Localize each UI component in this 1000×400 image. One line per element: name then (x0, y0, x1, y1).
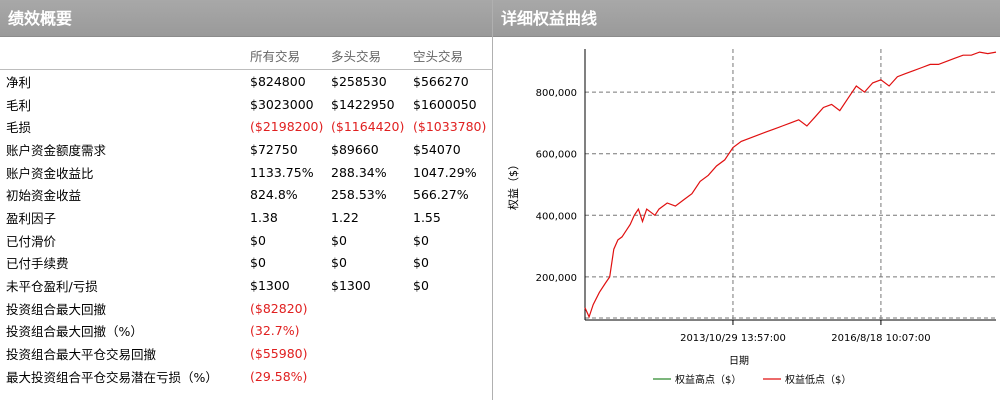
metric-value: 1047.29% (413, 164, 477, 180)
metric-value: $3023000 (250, 96, 314, 112)
y-tick-label: 800,000 (536, 88, 577, 99)
metric-value (413, 365, 493, 388)
metric-value: 1.55 (413, 209, 441, 225)
metric-value: $566270 (413, 73, 469, 89)
metric-value (413, 297, 493, 320)
equity-curve-panel: 详细权益曲线 200,000 400,000 600,000 800,000 2013/… (493, 0, 1000, 400)
table-row: 已付滑价 $0 $0 $0 (0, 229, 493, 252)
metric-label: 已付滑价 (6, 233, 57, 249)
metric-label: 已付手续费 (6, 256, 69, 272)
column-header-long-trades: 多头交易 (331, 42, 413, 70)
metric-label: 初始资金收益 (6, 188, 82, 204)
metric-label: 账户资金收益比 (6, 165, 94, 181)
equity-low-series-line (584, 51, 997, 319)
metric-value: $0 (331, 232, 347, 248)
metric-value: 1.22 (331, 209, 359, 225)
metric-label: 投资组合最大回撤（%） (6, 324, 143, 340)
label-column-header (0, 42, 250, 70)
metric-value: $0 (331, 255, 347, 271)
metric-value: $72750 (250, 141, 298, 157)
metric-value: ($2198200) (250, 119, 324, 135)
metric-value: $89660 (331, 141, 379, 157)
y-tick-label: 400,000 (536, 211, 577, 222)
metric-label: 毛利 (6, 97, 32, 113)
metric-value (331, 342, 413, 365)
table-row: 投资组合最大平仓交易回撤 ($55980) (0, 342, 493, 365)
table-row: 毛利 $3023000 $1422950 $1600050 (0, 93, 493, 116)
table-row: 初始资金收益 824.8% 258.53% 566.27% (0, 183, 493, 206)
table-row: 投资组合最大回撤 ($82820) (0, 297, 493, 320)
table-row: 账户资金收益比 1133.75% 288.34% 1047.29% (0, 161, 493, 184)
metric-value: 824.8% (250, 187, 298, 203)
metric-value (413, 320, 493, 343)
performance-summary-panel: 绩效概要 所有交易 多头交易 空头交易 净利 $824800 $258530 $566… (0, 0, 493, 400)
table-header-row: 所有交易 多头交易 空头交易 (0, 42, 493, 70)
metric-label: 净利 (6, 74, 32, 90)
x-tick-label: 2013/10/29 13:57:00 (680, 333, 786, 344)
metric-value: $0 (250, 255, 266, 271)
metric-value: 258.53% (331, 187, 387, 203)
column-header-short-trades: 空头交易 (413, 42, 493, 70)
table-row: 盈利因子 1.38 1.22 1.55 (0, 206, 493, 229)
table-row: 投资组合最大回撤（%） (32.7%) (0, 320, 493, 343)
table-row: 最大投资组合平仓交易潜在亏损（%） (29.58%) (0, 365, 493, 388)
metric-value: $54070 (413, 141, 461, 157)
performance-summary-table: 所有交易 多头交易 空头交易 净利 $824800 $258530 $566270 毛利… (0, 42, 493, 388)
metric-value: ($82820) (250, 300, 308, 316)
y-axis-label: 权益（$） (506, 159, 520, 210)
metric-value: (29.58%) (250, 368, 308, 384)
metric-value (331, 297, 413, 320)
table-row: 未平仓盈利/亏损 $1300 $1300 $0 (0, 274, 493, 297)
metric-value: $1422950 (331, 96, 395, 112)
table-row: 净利 $824800 $258530 $566270 (0, 70, 493, 93)
legend-label-equity-high: 权益高点（$） (675, 373, 741, 386)
equity-curve-chart: 200,000 400,000 600,000 800,000 2013/10/29 1… (506, 49, 997, 386)
metric-value: $258530 (331, 73, 387, 89)
metric-value (413, 342, 493, 365)
metric-value: ($1033780) (413, 119, 487, 135)
y-tick-label: 200,000 (536, 273, 577, 284)
metric-value: 1133.75% (250, 164, 314, 180)
metric-value (331, 365, 413, 388)
table-row: 已付手续费 $0 $0 $0 (0, 252, 493, 275)
equity-curve-title: 详细权益曲线 (493, 0, 1000, 37)
metric-value: ($55980) (250, 346, 308, 362)
legend-label-equity-low: 权益低点（$） (785, 373, 851, 386)
metric-label: 投资组合最大回撤 (6, 301, 107, 317)
metric-value (331, 320, 413, 343)
metric-value: 1.38 (250, 209, 278, 225)
metric-label: 盈利因子 (6, 210, 57, 226)
metric-value: (32.7%) (250, 323, 300, 339)
metric-label: 最大投资组合平仓交易潜在亏损（%） (6, 369, 218, 385)
metric-label: 毛损 (6, 120, 32, 136)
metric-value: $0 (413, 232, 429, 248)
metric-value: $1300 (250, 278, 290, 294)
metric-value: $824800 (250, 73, 306, 89)
table-row: 毛损 ($2198200) ($1164420) ($1033780) (0, 115, 493, 138)
table-row: 账户资金额度需求 $72750 $89660 $54070 (0, 138, 493, 161)
y-tick-label: 600,000 (536, 150, 577, 161)
metric-label: 未平仓盈利/亏损 (6, 279, 98, 295)
metric-value: 566.27% (413, 187, 469, 203)
summary-table-body: 净利 $824800 $258530 $566270 毛利 $3023000 $142295… (0, 70, 493, 388)
metric-value: $0 (413, 278, 429, 294)
metric-value: ($1164420) (331, 119, 405, 135)
metric-value: $1600050 (413, 96, 477, 112)
performance-summary-title: 绩效概要 (0, 0, 492, 37)
metric-value: $1300 (331, 278, 371, 294)
metric-label: 账户资金额度需求 (6, 142, 107, 158)
metric-value: 288.34% (331, 164, 387, 180)
metric-label: 投资组合最大平仓交易回撤 (6, 347, 157, 363)
metric-value: $0 (250, 232, 266, 248)
metric-value: $0 (413, 255, 429, 271)
x-axis-label: 日期 (729, 355, 749, 367)
column-header-all-trades: 所有交易 (250, 42, 331, 70)
x-tick-label: 2016/8/18 10:07:00 (831, 333, 930, 344)
